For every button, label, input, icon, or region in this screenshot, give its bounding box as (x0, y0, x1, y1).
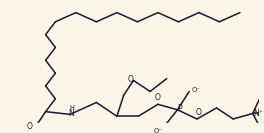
Text: P: P (178, 104, 182, 113)
Text: O⁻: O⁻ (191, 87, 200, 93)
Text: O: O (195, 108, 201, 117)
Text: N: N (68, 109, 74, 118)
Text: O: O (26, 122, 32, 131)
Text: O⁻: O⁻ (153, 128, 162, 133)
Text: H: H (69, 105, 74, 111)
Text: N⁺: N⁺ (253, 109, 263, 118)
Text: O: O (155, 93, 161, 102)
Text: O: O (128, 75, 134, 84)
